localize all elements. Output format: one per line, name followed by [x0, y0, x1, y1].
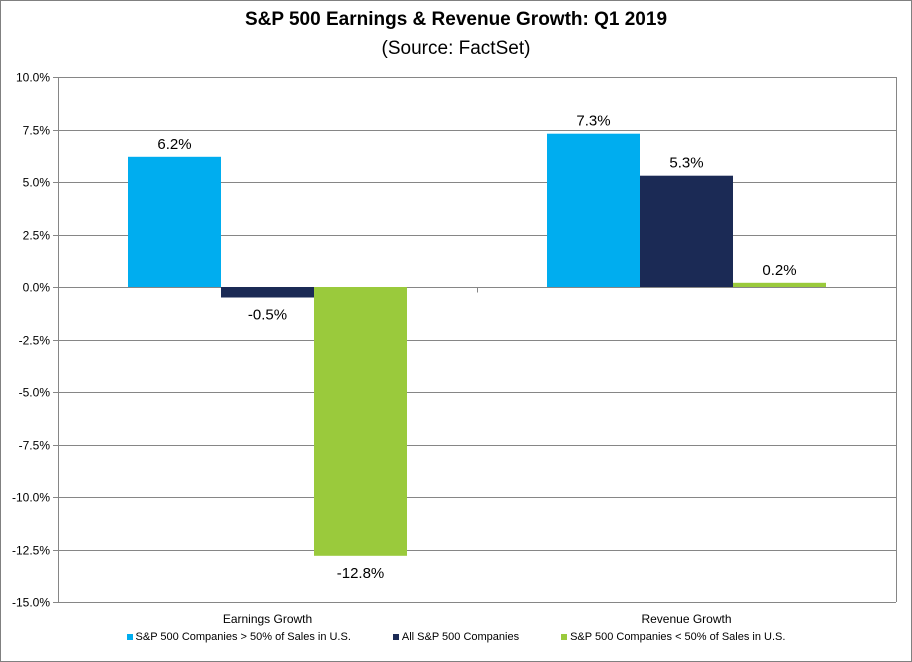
y-tick-label: 0.0% — [23, 281, 51, 295]
y-tick-label: -7.5% — [19, 439, 51, 453]
legend-swatch — [561, 634, 568, 640]
bar — [733, 282, 826, 287]
bar — [547, 133, 640, 287]
legend-swatch — [126, 634, 133, 640]
data-label: 6.2% — [157, 136, 191, 153]
x-tick-label: Earnings Growth — [223, 612, 312, 626]
y-tick-label: 7.5% — [23, 124, 51, 138]
bar — [221, 287, 314, 298]
data-label: -12.8% — [337, 565, 385, 582]
legend: S&P 500 Companies > 50% of Sales in U.S.… — [1, 631, 911, 643]
legend-swatch — [392, 634, 399, 640]
y-tick-label: -5.0% — [19, 386, 51, 400]
data-label: -0.5% — [248, 307, 287, 324]
bar — [640, 175, 733, 287]
bar — [128, 156, 221, 287]
data-label: 7.3% — [576, 113, 610, 130]
legend-label: S&P 500 Companies > 50% of Sales in U.S. — [135, 631, 351, 643]
y-tick-label: -2.5% — [19, 334, 51, 348]
y-tick-label: 5.0% — [23, 176, 51, 190]
data-label: 0.2% — [762, 262, 796, 279]
legend-item: S&P 500 Companies < 50% of Sales in U.S. — [561, 631, 785, 643]
legend-label: S&P 500 Companies < 50% of Sales in U.S. — [570, 631, 786, 643]
x-tick-label: Revenue Growth — [641, 612, 731, 626]
y-tick-label: 10.0% — [16, 71, 50, 85]
data-label: 5.3% — [669, 155, 703, 172]
y-tick-label: -10.0% — [12, 491, 50, 505]
legend-label: All S&P 500 Companies — [401, 631, 520, 643]
chart-subtitle: (Source: FactSet) — [381, 38, 531, 59]
y-tick-label: -15.0% — [12, 596, 50, 610]
legend-item: S&P 500 Companies > 50% of Sales in U.S. — [126, 631, 351, 643]
bar — [314, 287, 407, 556]
y-tick-label: -12.5% — [12, 544, 50, 558]
chart-title: S&P 500 Earnings & Revenue Growth: Q1 20… — [244, 9, 668, 30]
legend-item: All S&P 500 Companies — [392, 631, 520, 643]
y-tick-label: 2.5% — [23, 229, 51, 243]
